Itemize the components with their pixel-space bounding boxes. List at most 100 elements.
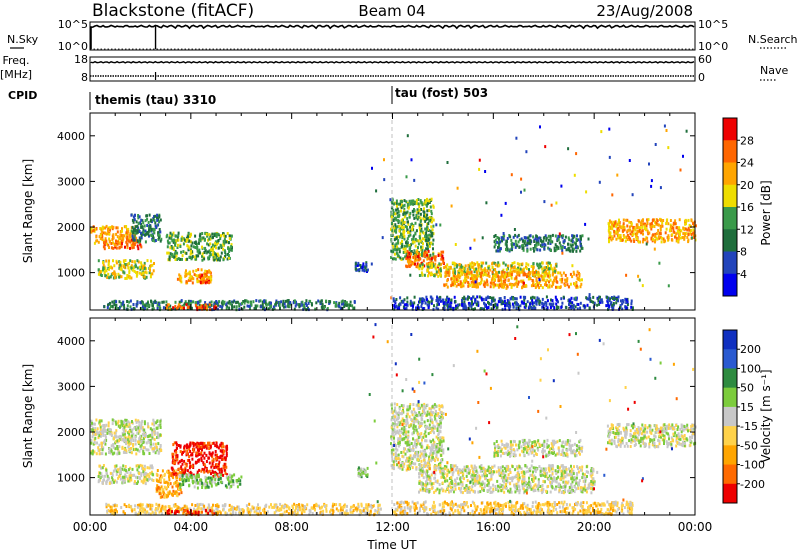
velocity-cell bbox=[159, 419, 162, 423]
velocity-cell bbox=[203, 445, 206, 449]
velocity-cell bbox=[140, 421, 143, 425]
power-cell bbox=[213, 255, 216, 259]
power-cell bbox=[426, 225, 429, 229]
velocity-cell bbox=[151, 472, 154, 476]
power-cell bbox=[198, 248, 201, 252]
velocity-cell bbox=[205, 453, 208, 457]
velocity-cell bbox=[127, 479, 130, 483]
power-cell bbox=[392, 208, 395, 212]
power-cell bbox=[208, 301, 211, 305]
velocity-cell bbox=[127, 420, 130, 424]
velocity-cell bbox=[163, 478, 166, 482]
power-cell bbox=[191, 241, 194, 245]
power-cell bbox=[420, 305, 423, 309]
power-cell bbox=[227, 247, 230, 250]
power-cell bbox=[523, 301, 525, 305]
power-cell bbox=[692, 228, 695, 232]
velocity-cell bbox=[140, 426, 142, 430]
power-cell bbox=[425, 199, 428, 202]
power-cell bbox=[140, 231, 142, 235]
velocity-cell bbox=[135, 425, 138, 429]
velocity-cell bbox=[104, 452, 107, 456]
power-cell bbox=[177, 233, 180, 237]
date-title: 23/Aug/2008 bbox=[596, 2, 693, 20]
power-cell bbox=[575, 249, 578, 253]
velocity-cell bbox=[205, 460, 208, 463]
velocity-cell bbox=[104, 429, 107, 433]
power-cell bbox=[690, 218, 693, 222]
power-cell bbox=[397, 247, 400, 251]
power-cell bbox=[156, 306, 159, 310]
power-cell bbox=[390, 256, 393, 259]
power-cell bbox=[195, 269, 198, 273]
power-cell bbox=[406, 228, 409, 232]
power-cell bbox=[419, 239, 422, 243]
velocity-cell bbox=[196, 486, 199, 490]
velocity-cell bbox=[212, 457, 215, 461]
power-cell bbox=[611, 227, 614, 231]
power-cell bbox=[426, 234, 429, 238]
velocity-cell bbox=[173, 472, 176, 476]
power-cell bbox=[213, 305, 216, 309]
velocity-cell bbox=[188, 466, 191, 470]
power-cell bbox=[510, 247, 513, 251]
power-cell bbox=[396, 211, 399, 215]
power-cell bbox=[612, 302, 615, 305]
power-cell bbox=[580, 282, 583, 286]
velocity-cell bbox=[191, 452, 194, 456]
power-cell bbox=[516, 244, 519, 248]
power-cell bbox=[567, 285, 570, 289]
velocity-cell bbox=[168, 490, 171, 494]
power-cell bbox=[129, 240, 132, 244]
velocity-cell bbox=[148, 466, 151, 470]
velocity-cell bbox=[113, 464, 116, 468]
power-cell bbox=[526, 239, 529, 243]
power-cell bbox=[451, 282, 454, 286]
power-cell bbox=[201, 277, 203, 281]
power-cell bbox=[149, 264, 152, 268]
power-cell bbox=[527, 272, 529, 276]
power-cell bbox=[570, 307, 573, 311]
power-cell bbox=[572, 305, 575, 309]
power-cell bbox=[177, 257, 180, 261]
velocity-cell bbox=[184, 470, 187, 474]
power-cell bbox=[294, 304, 297, 308]
power-cell bbox=[475, 285, 478, 289]
power-cell bbox=[404, 213, 407, 217]
power-cell bbox=[411, 209, 414, 213]
power-cell bbox=[576, 270, 579, 274]
power-cell bbox=[395, 236, 398, 240]
power-cell bbox=[406, 255, 409, 259]
velocity-cell bbox=[204, 485, 207, 489]
power-cell bbox=[179, 304, 182, 308]
power-cell bbox=[442, 261, 445, 265]
power-cell bbox=[438, 262, 441, 266]
velocity-cell bbox=[168, 475, 170, 479]
power-cell bbox=[133, 214, 136, 218]
power-cell bbox=[618, 228, 621, 232]
noise-left-tick-bottom: 10^0 bbox=[58, 40, 88, 53]
power-cell bbox=[395, 204, 398, 208]
power-cell bbox=[130, 238, 133, 242]
power-cell bbox=[210, 300, 213, 304]
velocity-cell bbox=[91, 421, 93, 425]
power-cell bbox=[580, 246, 583, 250]
power-cell bbox=[472, 307, 475, 311]
velocity-cell bbox=[108, 428, 111, 431]
power-cell bbox=[493, 298, 496, 302]
freq-right-tick-bottom: 0 bbox=[698, 71, 705, 84]
velocity-cell bbox=[239, 482, 242, 486]
power-cell bbox=[464, 273, 466, 277]
power-cell bbox=[501, 300, 504, 304]
velocity-cell bbox=[139, 444, 142, 448]
velocity-cell bbox=[109, 447, 112, 451]
power-cell bbox=[525, 302, 527, 306]
power-cell bbox=[182, 242, 185, 246]
power-cell bbox=[484, 281, 487, 285]
power-cell bbox=[484, 268, 487, 272]
power-cell bbox=[589, 298, 592, 302]
velocity-cell bbox=[185, 446, 188, 450]
power-cell bbox=[153, 239, 156, 243]
power-cell bbox=[543, 302, 546, 306]
